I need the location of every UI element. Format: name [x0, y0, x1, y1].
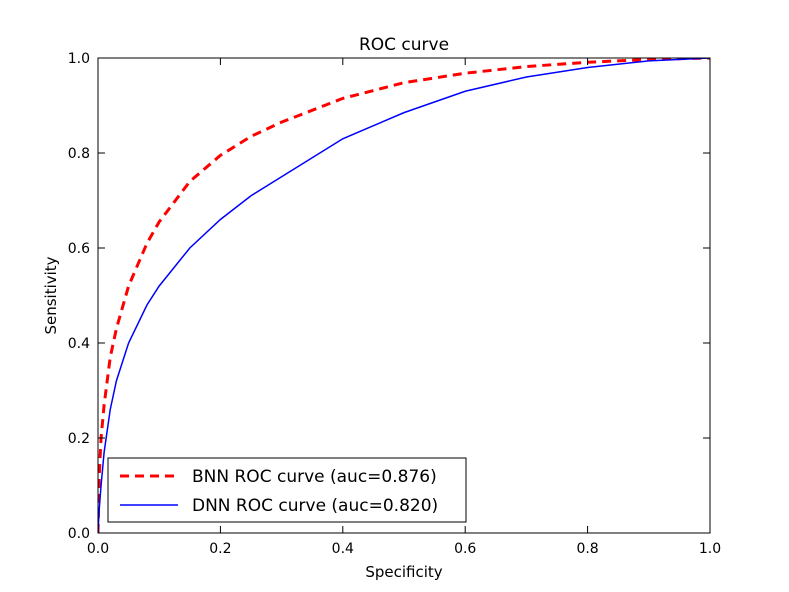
legend-label: DNN ROC curve (auc=0.820)	[192, 496, 438, 516]
series-line-dnn	[98, 58, 710, 533]
y-tick-label: 1.0	[68, 51, 90, 67]
legend-label: BNN ROC curve (auc=0.876)	[192, 467, 437, 487]
legend: BNN ROC curve (auc=0.876) DNN ROC curve (…	[107, 457, 467, 523]
chart-title: ROC curve	[359, 35, 449, 55]
x-tick-label: 0.4	[332, 541, 354, 557]
y-tick-label: 0.2	[68, 431, 90, 447]
plot-frame	[97, 57, 711, 534]
x-tick-label: 0.2	[209, 541, 231, 557]
y-tick-label: 0.0	[68, 526, 90, 542]
x-tick-label: 0.6	[454, 541, 476, 557]
x-axis-label: Specificity	[365, 563, 442, 581]
x-tick-label: 0.0	[87, 541, 109, 557]
y-tick-label: 0.6	[68, 241, 90, 257]
plot-area: 0.0 0.2 0.4 0.6 0.8 1.0 0.0 0.2 0.4 0.6 0.8 1.0	[68, 51, 721, 557]
y-tick-label: 0.4	[68, 336, 90, 352]
legend-box	[107, 457, 467, 523]
y-axis-label: Sensitivity	[42, 256, 60, 334]
y-tick-label: 0.8	[68, 146, 90, 162]
x-tick-label: 0.8	[576, 541, 598, 557]
x-tick-label: 1.0	[699, 541, 721, 557]
series-line-bnn	[98, 58, 710, 533]
